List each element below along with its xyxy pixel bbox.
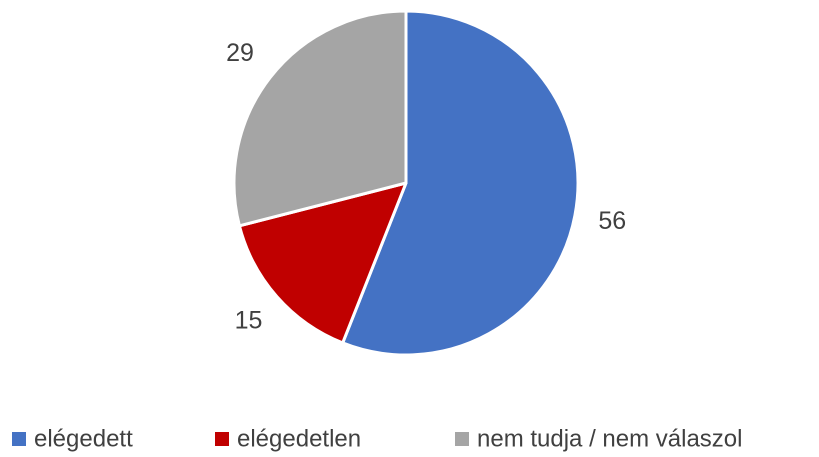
legend-label: nem tudja / nem válaszol [477, 425, 742, 452]
data-label: 29 [226, 39, 254, 67]
legend-label: elégedett [34, 425, 133, 452]
data-label: 15 [235, 306, 263, 334]
legend-swatch [215, 432, 229, 446]
data-label: 56 [598, 207, 626, 235]
legend-label: elégedetlen [237, 425, 361, 452]
pie-slice [237, 181, 408, 345]
pie-slice [341, 9, 580, 357]
legend-swatch [12, 432, 26, 446]
legend-swatch [455, 432, 469, 446]
pie-slice [232, 9, 408, 228]
